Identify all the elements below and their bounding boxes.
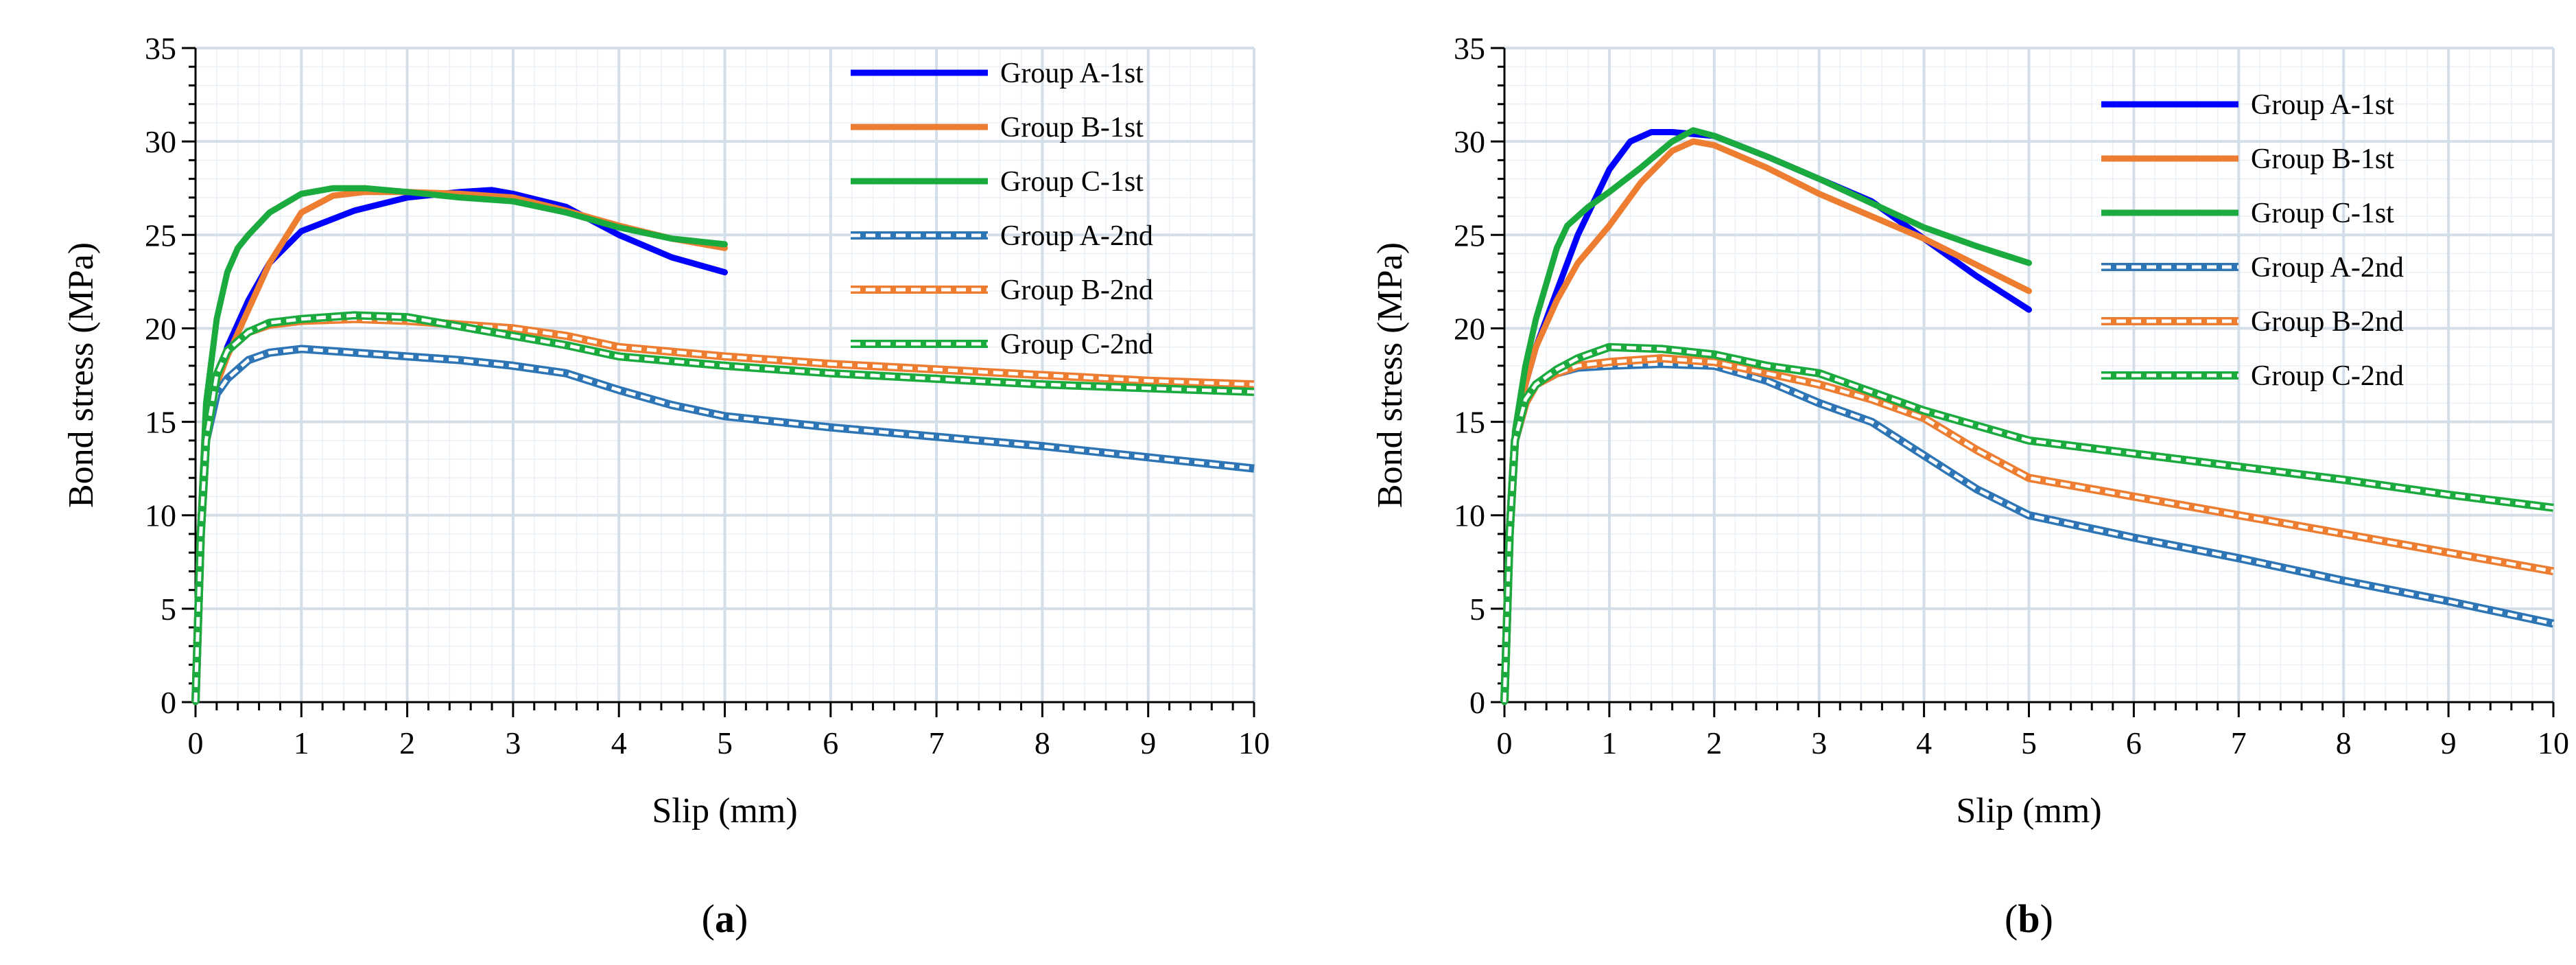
x-tick-label: 10 [2538,725,2569,760]
legend-label: Group B-1st [1000,112,1144,143]
y-tick-label: 20 [1454,311,1485,346]
y-tick-label: 15 [1454,405,1485,440]
y-tick-label: 30 [1454,124,1485,159]
y-tick-label: 35 [1454,31,1485,66]
x-axis-title: Slip (mm) [1956,791,2101,830]
y-tick-label: 25 [145,218,176,253]
series-line-group-c-1st [192,185,728,706]
legend-label: Group A-2nd [2251,252,2404,283]
x-tick-label: 3 [1811,725,1827,760]
y-tick-label: 30 [145,124,176,159]
series-line-inner-group-a-2nd [193,347,1255,703]
x-tick-label: 1 [294,725,309,760]
x-tick-label: 7 [2231,725,2247,760]
y-tick-label: 10 [145,498,176,533]
x-tick-label: 0 [1497,725,1513,760]
legend-label: Group C-2nd [1000,329,1153,360]
series-line-inner-group-c-2nd [193,313,1255,703]
x-tick-label: 10 [1238,725,1270,760]
legend-label: Group C-1st [1000,166,1144,198]
legend-label: Group B-2nd [1000,275,1153,306]
y-tick-label: 35 [145,31,176,66]
legend-label: Group A-2nd [1000,220,1153,252]
y-tick-label: 5 [161,592,176,627]
y-tick-label: 20 [145,311,176,346]
x-tick-label: 4 [611,725,627,760]
legend: Group A-1st Group B-1st Group C-1st Group A… [851,58,1153,360]
x-tick-label: 7 [929,725,945,760]
series-line-group-b-1st [192,189,728,706]
y-axis-title: Bond stress (MPa) [62,242,101,508]
x-axis-title: Slip (mm) [652,791,797,830]
y-tick-label: 25 [1454,218,1485,253]
legend-label: Group C-1st [2251,198,2394,229]
x-tick-label: 0 [188,725,204,760]
x-tick-label: 8 [1035,725,1050,760]
y-tick-label: 0 [161,685,176,720]
panel-label: (a) [702,896,748,941]
legend-label: Group A-1st [1000,58,1144,89]
y-axis-title: Bond stress (MPa) [1371,242,1410,508]
x-tick-label: 8 [2336,725,2352,760]
series-line-inner-group-c-2nd [1502,345,2554,703]
legend-label: Group B-2nd [2251,306,2404,338]
legend: Group A-1st Group B-1st Group C-1st Group A… [2101,89,2404,392]
x-tick-label: 2 [399,725,415,760]
x-tick-label: 2 [1706,725,1722,760]
series-line-group-a-1st [192,187,728,706]
legend-label: Group C-2nd [2251,360,2404,392]
x-tick-label: 9 [1140,725,1156,760]
x-tick-label: 5 [717,725,733,760]
x-tick-label: 1 [1601,725,1617,760]
x-tick-label: 6 [2126,725,2142,760]
x-tick-label: 9 [2441,725,2457,760]
y-tick-label: 15 [145,405,176,440]
x-tick-label: 4 [1916,725,1932,760]
y-tick-label: 5 [1469,592,1485,627]
y-tick-label: 0 [1469,685,1485,720]
x-tick-label: 5 [2021,725,2037,760]
y-tick-label: 10 [1454,498,1485,533]
x-tick-label: 6 [823,725,838,760]
panel-label: (b) [2005,896,2053,941]
x-tick-label: 3 [505,725,521,760]
legend-label: Group B-1st [2251,143,2394,175]
chart-panel-b: 0 1 2 3 4 5 6 7 8 9 10 0 5 10 15 20 25 30 35 Slip (mm) Bond … [1371,31,2569,941]
legend-label: Group A-1st [2251,89,2394,121]
chart-panel-a: 0 1 2 3 4 5 6 7 8 9 10 0 5 10 15 20 25 30 35 Slip (mm) Bond … [62,31,1270,941]
series-line-group-c-1st [1501,127,2032,706]
